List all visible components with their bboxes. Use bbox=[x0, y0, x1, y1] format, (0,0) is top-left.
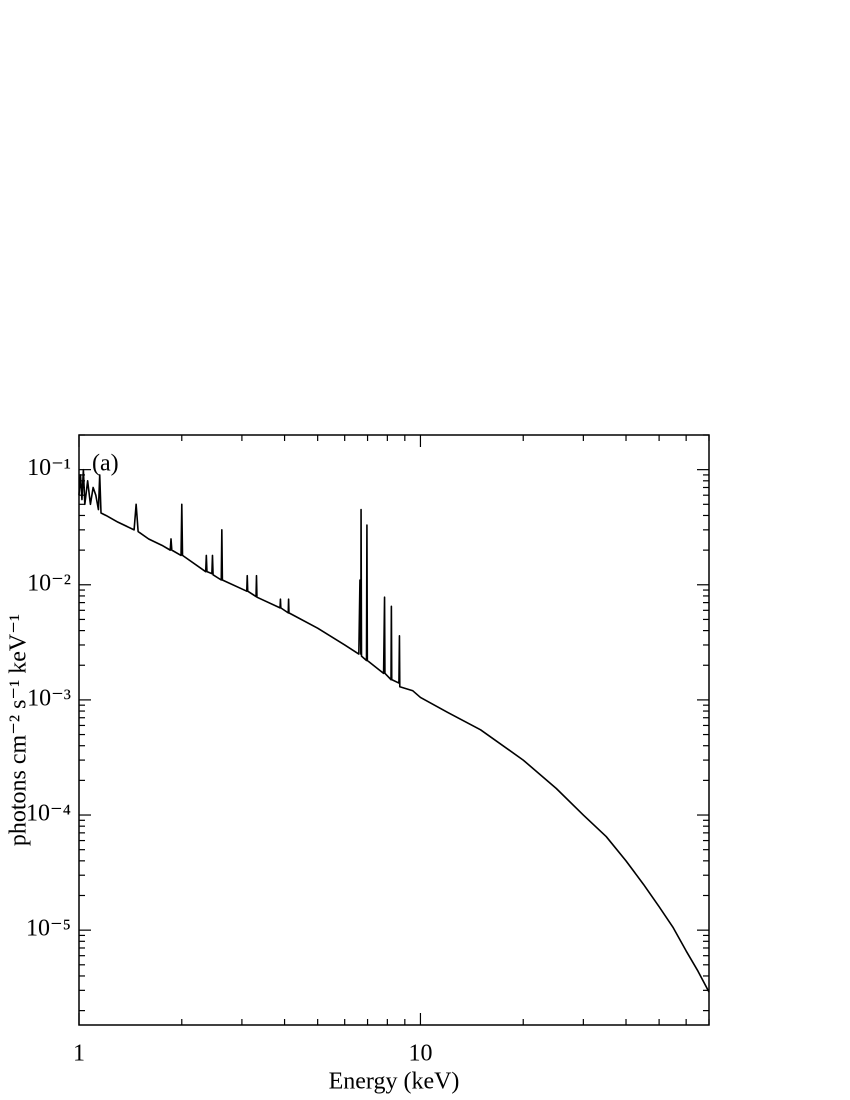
x-tick-label: 10 bbox=[408, 1041, 432, 1067]
x-axis-label: Energy (keV) bbox=[329, 1069, 460, 1095]
x-tick-label: 1 bbox=[73, 1041, 85, 1067]
y-tick-label: 10⁻⁴ bbox=[26, 801, 71, 827]
y-tick-label: 10⁻² bbox=[27, 570, 71, 596]
plot-frame bbox=[78, 434, 710, 1026]
y-tick-label: 10⁻¹ bbox=[27, 455, 71, 481]
y-axis-label: photons cm⁻² s⁻¹ keV⁻¹ bbox=[6, 614, 32, 846]
y-tick-label: 10⁻³ bbox=[27, 685, 71, 711]
spectrum-line bbox=[78, 468, 710, 993]
y-tick-label: 10⁻⁵ bbox=[26, 916, 71, 942]
annotation: (a) bbox=[92, 451, 119, 477]
